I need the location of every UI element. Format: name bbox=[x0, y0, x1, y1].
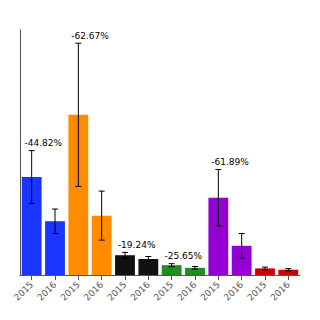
svg-text:2016: 2016 bbox=[222, 279, 245, 302]
svg-text:-61.89%: -61.89% bbox=[211, 157, 249, 167]
svg-text:2015: 2015 bbox=[12, 279, 35, 302]
svg-text:2015: 2015 bbox=[105, 279, 128, 302]
svg-text:2015: 2015 bbox=[152, 279, 175, 302]
svg-text:2016: 2016 bbox=[35, 279, 58, 302]
svg-text:-25.65%: -25.65% bbox=[165, 251, 203, 261]
svg-text:-19.24%: -19.24% bbox=[118, 240, 156, 250]
svg-text:2016: 2016 bbox=[175, 279, 198, 302]
svg-text:-62.67%: -62.67% bbox=[71, 31, 109, 41]
svg-text:-44.82%: -44.82% bbox=[25, 138, 63, 148]
svg-text:2015: 2015 bbox=[59, 279, 82, 302]
svg-text:2015: 2015 bbox=[245, 279, 268, 302]
svg-text:2015: 2015 bbox=[199, 279, 222, 302]
svg-text:2016: 2016 bbox=[82, 279, 105, 302]
svg-text:2016: 2016 bbox=[129, 279, 152, 302]
svg-text:2016: 2016 bbox=[269, 279, 292, 302]
